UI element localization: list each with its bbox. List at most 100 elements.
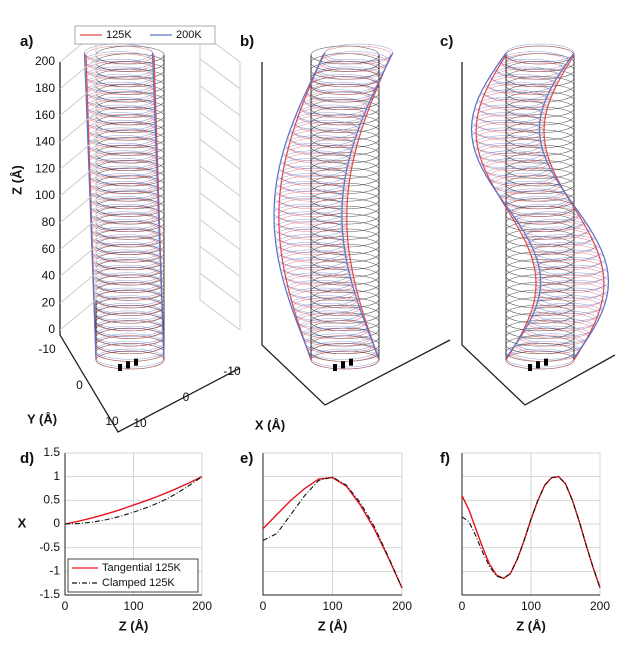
x-tick-label: 0	[62, 599, 69, 613]
clamp-atoms	[341, 361, 345, 369]
x-tick-label: 0	[459, 599, 466, 613]
axis-line	[64, 453, 202, 596]
y-tick-label: 1.5	[43, 445, 60, 459]
axis-line	[261, 62, 451, 406]
z-tick-label: 140	[35, 135, 55, 149]
z-tick-label: 40	[42, 269, 56, 283]
panel-label: b)	[240, 33, 254, 50]
z-axis-label: Z (Å)	[9, 165, 24, 195]
panel-label: f)	[440, 450, 450, 467]
grid-line	[59, 138, 97, 170]
grid-line	[59, 219, 97, 250]
tube-edge-deformed	[470, 52, 542, 359]
grid-line	[199, 85, 241, 116]
grid-line	[199, 192, 241, 224]
tube-edge-deformed	[151, 52, 165, 359]
x-tick-label: 100	[123, 599, 143, 613]
grid-line	[199, 112, 241, 143]
y-tick-label: 0.5	[43, 493, 60, 507]
axis-line	[461, 62, 616, 406]
z-tick-label: 20	[42, 295, 56, 309]
tube-edge-deformed	[538, 52, 610, 359]
grid-line	[59, 272, 97, 304]
clamp-atoms	[528, 364, 532, 371]
x-tick-label: 100	[322, 599, 342, 613]
clamp-atoms	[126, 361, 130, 369]
legend-box	[67, 558, 199, 593]
tube-edge-deformed	[341, 52, 394, 359]
data-line	[262, 476, 403, 589]
x-tick-label: 10	[133, 416, 147, 430]
grid-line	[199, 58, 241, 90]
z-tick-label: 60	[42, 242, 56, 256]
data-line	[461, 476, 601, 589]
panel-label: e)	[240, 450, 253, 467]
z-tick-label: 200	[35, 54, 55, 68]
tube-edge-deformed	[273, 52, 326, 359]
data-line	[64, 476, 203, 525]
grid-line	[59, 85, 97, 116]
z-tick-label: 0	[48, 322, 55, 336]
nanotube	[470, 43, 610, 370]
y-tick-label: -10	[38, 342, 56, 356]
x-tick-label: 100	[521, 599, 541, 613]
z-tick-label: 80	[42, 215, 56, 229]
axis-line	[461, 453, 600, 596]
clamp-atoms	[544, 358, 548, 366]
y-axis-label: Y (Å)	[27, 411, 57, 426]
grid-line	[199, 165, 241, 197]
data-line	[64, 476, 203, 525]
panel-label: c)	[440, 33, 453, 50]
y-tick-label: -1	[49, 564, 60, 578]
legend-label: 125K	[106, 29, 132, 41]
axis-line	[59, 62, 241, 433]
x-tick-label: 200	[192, 599, 212, 613]
clamp-atoms	[333, 364, 337, 371]
clamp-atoms	[134, 358, 138, 366]
tube-edge-deformed	[475, 54, 537, 361]
grid-line	[59, 112, 97, 143]
clamp-atoms	[118, 364, 122, 371]
y-tick-label: -0.5	[39, 540, 60, 554]
grid-line	[59, 246, 97, 277]
legend-label: Tangential 125K	[102, 562, 182, 574]
grid-line	[199, 299, 241, 331]
z-tick-label: 120	[35, 161, 55, 175]
grid-line	[199, 138, 241, 170]
grid-line	[59, 58, 97, 90]
axis-line	[262, 453, 402, 596]
panel-label: a)	[20, 33, 33, 50]
grid-line	[199, 219, 241, 251]
tube-edge-deformed	[83, 52, 97, 359]
z-tick-label: 160	[35, 108, 55, 122]
nanotube	[83, 43, 165, 370]
x-tick-label: 200	[392, 599, 412, 613]
clamp-atoms	[536, 361, 540, 369]
z-tick-label: 180	[35, 81, 55, 95]
x-axis-label: Z (Å)	[516, 618, 546, 633]
grid-line	[59, 299, 97, 331]
y-tick-label: 0	[53, 516, 60, 530]
grid-line	[59, 165, 97, 197]
x-tick-label: 0	[183, 390, 190, 404]
tube-edge-deformed	[543, 54, 605, 361]
tube-edge-deformed	[346, 54, 392, 361]
panel-label: d)	[20, 450, 34, 467]
grid-line	[199, 245, 241, 277]
grid-line	[199, 272, 241, 304]
x-axis-label: Z (Å)	[318, 618, 348, 633]
y-tick-label: 1	[53, 469, 60, 483]
grid-line	[59, 192, 97, 224]
x-tick-label: 0	[260, 599, 267, 613]
legend-label: 200K	[176, 29, 202, 41]
z-tick-label: 100	[35, 188, 55, 202]
y-axis-label: X	[18, 515, 27, 530]
y-tick-label: 0	[76, 378, 83, 392]
x-axis-label: X (Å)	[255, 417, 285, 432]
clamp-atoms	[349, 358, 353, 366]
y-tick-label: -1.5	[39, 587, 60, 601]
tube-edge-deformed	[278, 54, 324, 361]
x-axis-label: Z (Å)	[119, 618, 149, 633]
